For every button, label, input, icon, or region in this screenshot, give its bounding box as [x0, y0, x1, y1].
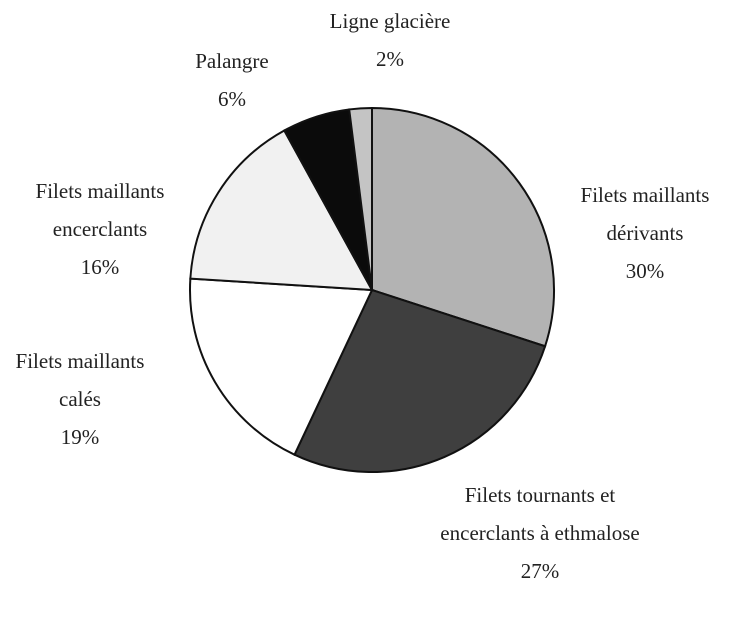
category-name: Filets tournants et encerclants à ethmal…	[440, 483, 640, 545]
category-name: Filets maillants calés	[15, 349, 145, 411]
category-name: Palangre	[195, 49, 269, 73]
category-name: Filets maillants dérivants	[580, 183, 710, 245]
slice-label: Filets maillants encerclants 16%	[5, 172, 195, 286]
value-label: 27%	[520, 559, 560, 583]
value-label: 30%	[625, 259, 665, 283]
slice-label: Filets maillants calés 19%	[0, 342, 160, 456]
value-label: 19%	[60, 425, 100, 449]
value-label: 6%	[218, 87, 246, 111]
category-name: Ligne glacière	[329, 9, 451, 33]
value-label: 2%	[376, 47, 404, 71]
pie-slice	[189, 129, 374, 292]
category-name: Filets maillants encerclants	[35, 179, 165, 241]
pie-slice	[293, 288, 547, 473]
pie-slice	[371, 106, 555, 348]
pie-slice	[348, 106, 373, 291]
value-label: 16%	[80, 255, 120, 279]
slice-label: Filets tournants et encerclants à ethmal…	[438, 476, 643, 590]
slice-label: Filets maillants dérivants 30%	[555, 176, 731, 290]
slice-label: Ligne glacière 2%	[310, 2, 470, 78]
pie-slice	[189, 277, 374, 457]
slice-label: Palangre 6%	[172, 42, 292, 118]
